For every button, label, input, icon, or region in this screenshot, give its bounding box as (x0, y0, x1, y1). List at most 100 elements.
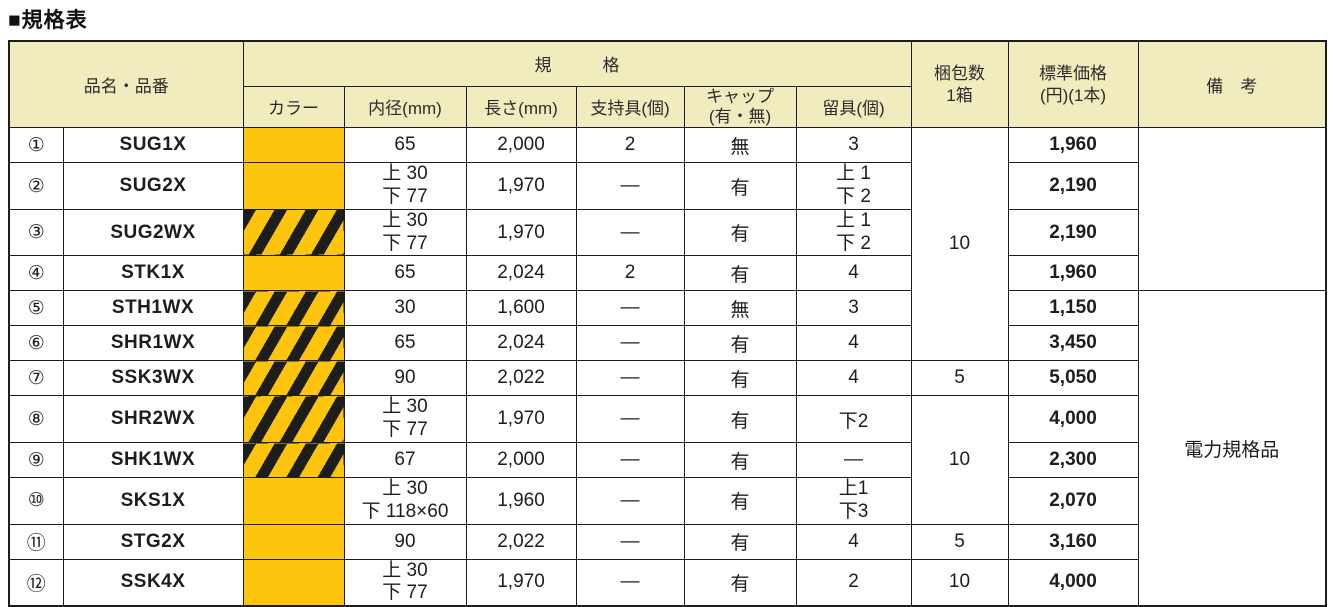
price-cell: 3,160 (1007, 523, 1139, 560)
clip-cell: 3 (795, 127, 912, 164)
pack-qty-cell: 5 (910, 523, 1009, 560)
clip-cell: 4 (795, 360, 912, 397)
inner-dia-cell: 65 (343, 255, 467, 292)
support-cell: — (575, 360, 685, 397)
product-name: SHK1WX (62, 442, 244, 479)
color-swatch-striped-yellow-black (242, 325, 345, 362)
length-cell: 1,970 (465, 162, 577, 210)
length-cell: 1,600 (465, 290, 577, 327)
table-row: ② SUG2X 上 30 下 77 1,970 — 有 上 1 下 2 2,19… (8, 162, 1326, 210)
col-header-pack: 梱包数 1箱 (910, 40, 1009, 129)
cap-cell: 有 (683, 395, 797, 444)
cap-cell: 有 (683, 558, 797, 607)
price-cell: 1,960 (1007, 255, 1139, 292)
price-cell: 2,190 (1007, 208, 1139, 257)
col-header-inner-dia: 内径(mm) (343, 85, 467, 129)
length-cell: 1,970 (465, 208, 577, 257)
col-header-spec-group: 規 格 (242, 40, 912, 87)
row-number: ① (8, 127, 64, 164)
clip-cell: 3 (795, 290, 912, 327)
pack-qty-cell: 10 (910, 558, 1009, 607)
header-row-1: 品名・品番 規 格 梱包数 1箱 標準価格 (円)(1本) 備 考 (8, 40, 1327, 129)
row-number: ② (8, 162, 64, 210)
table-row: ⑪ STG2X 90 2,022 — 有 4 5 3,160 (8, 523, 1326, 560)
row-number: ⑪ (8, 523, 64, 560)
price-cell: 1,960 (1007, 127, 1139, 164)
support-cell: — (575, 162, 685, 210)
support-cell: — (575, 290, 685, 327)
color-swatch-striped-yellow-black (242, 442, 345, 479)
row-number: ⑨ (8, 442, 64, 479)
cap-cell: 無 (683, 127, 797, 164)
remarks-cell: 電力規格品 (1137, 290, 1327, 607)
table-row: ⑦ SSK3WX 90 2,022 — 有 4 5 5,050 (8, 360, 1326, 397)
inner-dia-cell: 67 (343, 442, 467, 479)
product-name: SUG1X (62, 127, 244, 164)
support-cell: — (575, 395, 685, 444)
color-swatch-solid-yellow (242, 477, 345, 525)
col-header-support: 支持具(個) (575, 85, 685, 129)
inner-dia-cell: 90 (343, 360, 467, 397)
support-cell: 2 (575, 255, 685, 292)
color-swatch-solid-yellow (242, 558, 345, 607)
inner-dia-cell: 上 30 下 118×60 (343, 477, 467, 525)
col-header-product: 品名・品番 (8, 40, 244, 129)
col-header-clip: 留具(個) (795, 85, 912, 129)
product-name: SSK3WX (62, 360, 244, 397)
clip-cell: 2 (795, 558, 912, 607)
cap-cell: 有 (683, 360, 797, 397)
inner-dia-cell: 30 (343, 290, 467, 327)
inner-dia-cell: 上 30 下 77 (343, 162, 467, 210)
product-name: SSK4X (62, 558, 244, 607)
clip-cell: 上 1 下 2 (795, 162, 912, 210)
cap-cell: 有 (683, 325, 797, 362)
col-header-length: 長さ(mm) (465, 85, 577, 129)
table-row: ⑧ SHR2WX 上 30 下 77 1,970 — 有 下2 10 4,000 (8, 395, 1326, 525)
clip-cell: — (795, 442, 912, 479)
cap-cell: 有 (683, 477, 797, 525)
product-name: SUG2X (62, 162, 244, 210)
color-swatch-solid-yellow (242, 127, 345, 164)
col-header-price: 標準価格 (円)(1本) (1007, 40, 1139, 129)
length-cell: 2,022 (465, 523, 577, 560)
catalog-spec-page: ■規格表 品名・品番 規 格 梱包数 1箱 標準価格 (円)(1本) 備 考 カ… (8, 9, 1327, 607)
inner-dia-cell: 65 (343, 325, 467, 362)
length-cell: 1,970 (465, 395, 577, 444)
table-row: ⑥ SHR1WX 65 2,024 — 有 4 3,450 (8, 325, 1326, 362)
row-number: ⑧ (8, 395, 64, 444)
inner-dia-cell: 上 30 下 77 (343, 208, 467, 257)
pack-qty-cell: 10 (910, 395, 1009, 525)
product-name: STK1X (62, 255, 244, 292)
page-title: ■規格表 (8, 9, 88, 32)
cap-cell: 無 (683, 290, 797, 327)
table-row: ⑫ SSK4X 上 30 下 77 1,970 — 有 2 10 4,000 (8, 558, 1326, 607)
price-cell: 4,000 (1007, 558, 1139, 607)
product-name: SHR1WX (62, 325, 244, 362)
inner-dia-cell: 上 30 下 77 (343, 395, 467, 444)
col-header-remarks: 備 考 (1137, 40, 1327, 129)
table-row: ① SUG1X 65 2,000 2 無 3 10 1,960 (8, 127, 1327, 362)
spec-table: 品名・品番 規 格 梱包数 1箱 標準価格 (円)(1本) 備 考 カラー 内径… (8, 40, 1327, 607)
pack-qty-cell: 5 (910, 360, 1009, 397)
table-body: ① SUG1X 65 2,000 2 無 3 10 1,960 ② SUG2X … (8, 127, 1327, 607)
row-number: ③ (8, 208, 64, 257)
length-cell: 2,024 (465, 325, 577, 362)
color-swatch-striped-yellow-black (242, 208, 345, 257)
price-cell: 1,150 (1007, 290, 1139, 327)
product-name: SUG2WX (62, 208, 244, 257)
header-row-2: カラー 内径(mm) 長さ(mm) 支持具(個) キャップ (有・無) 留具(個… (9, 85, 1326, 129)
length-cell: 2,024 (465, 255, 577, 292)
price-cell: 5,050 (1007, 360, 1139, 397)
cap-cell: 有 (683, 442, 797, 479)
price-cell: 4,000 (1007, 395, 1139, 444)
inner-dia-cell: 65 (343, 127, 467, 164)
clip-cell: 上 1 下 2 (795, 208, 912, 257)
clip-cell: 下2 (795, 395, 912, 444)
price-cell: 3,450 (1007, 325, 1139, 362)
length-cell: 2,000 (465, 127, 577, 164)
table-row: ④ STK1X 65 2,024 2 有 4 1,960 (8, 255, 1326, 292)
table-row: ⑩ SKS1X 上 30 下 118×60 1,960 — 有 上1 下3 2,… (8, 477, 1326, 525)
price-cell: 2,070 (1007, 477, 1139, 525)
price-cell: 2,190 (1007, 162, 1139, 210)
product-name: STG2X (62, 523, 244, 560)
